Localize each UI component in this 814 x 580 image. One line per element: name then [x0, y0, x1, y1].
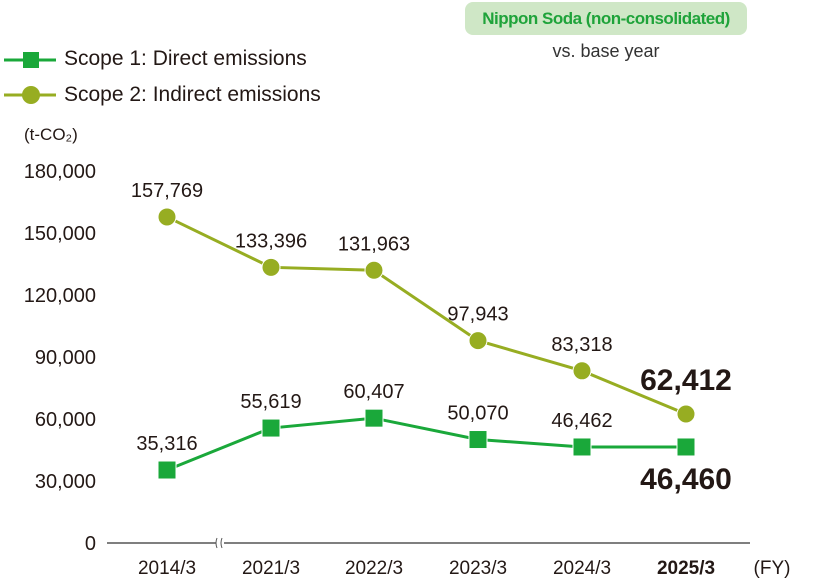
scope-badge: Nippon Soda (non-consolidated): [465, 2, 747, 35]
data-point-scope2: [468, 331, 488, 351]
data-point-scope1: [157, 460, 177, 480]
data-label-scope1: 55,619: [240, 391, 301, 413]
data-point-scope2: [261, 257, 281, 277]
legend-scope2: Scope 2: Indirect emissions: [64, 83, 321, 106]
data-label-scope1: 60,407: [343, 381, 404, 403]
data-point-scope1: [676, 437, 696, 457]
data-point-scope1: [468, 430, 488, 450]
y-axis-unit: (t-CO₂): [24, 125, 78, 144]
x-tick-label: 2014/3: [138, 558, 196, 579]
data-point-scope2: [157, 207, 177, 227]
data-label-scope2: 157,769: [131, 180, 203, 202]
data-label-scope2: 83,318: [551, 334, 612, 356]
x-tick-label: 2022/3: [345, 558, 403, 579]
axis-break-gap: [216, 538, 224, 548]
base-year-note: vs. base year: [552, 41, 660, 61]
y-tick-label: 60,000: [35, 409, 96, 431]
x-tick-label: 2021/3: [242, 558, 300, 579]
data-point-scope1: [364, 408, 384, 428]
legend-scope1: Scope 1: Direct emissions: [64, 47, 307, 70]
data-point-scope2: [364, 260, 384, 280]
data-label-scope2: 62,412: [640, 364, 732, 397]
y-tick-label: 0: [85, 533, 96, 555]
series-line-1: [166, 416, 687, 472]
y-tick-label: 90,000: [35, 347, 96, 369]
data-label-scope1: 46,462: [551, 410, 612, 432]
data-point-scope1: [572, 437, 592, 457]
legend-scope2-marker: [22, 86, 40, 104]
x-tick-label: 2023/3: [449, 558, 507, 579]
data-label-scope1: 50,070: [447, 403, 508, 425]
y-tick-label: 30,000: [35, 471, 96, 493]
x-tick-label: 2025/3: [657, 558, 715, 579]
x-tick-label: 2024/3: [553, 558, 611, 579]
series-line-2: [166, 215, 687, 416]
data-label-scope1: 35,316: [136, 433, 197, 455]
x-axis-unit: (FY): [754, 558, 791, 579]
data-point-scope2: [572, 361, 592, 381]
axis-break-icon: [215, 537, 223, 549]
data-point-scope1: [261, 418, 281, 438]
data-label-scope2: 133,396: [235, 230, 307, 252]
y-tick-label: 120,000: [24, 285, 96, 307]
y-tick-label: 180,000: [24, 161, 96, 183]
data-point-scope2: [676, 404, 696, 424]
y-tick-label: 150,000: [24, 223, 96, 245]
data-label-scope2: 131,963: [338, 233, 410, 255]
legend-scope1-marker: [23, 52, 39, 68]
data-label-scope2: 97,943: [447, 304, 508, 326]
data-label-scope1: 46,460: [640, 463, 732, 496]
